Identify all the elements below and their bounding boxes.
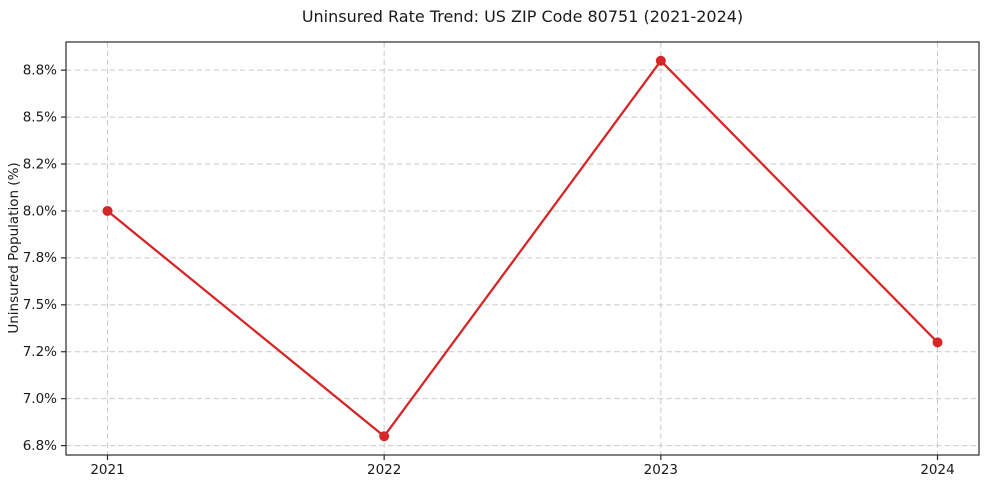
y-tick-label: 7.2%: [23, 344, 57, 360]
x-tick-label: 2021: [90, 462, 124, 478]
y-tick-label: 7.0%: [23, 391, 57, 407]
data-point-2024: [932, 337, 943, 348]
y-tick-label: 8.0%: [23, 203, 57, 219]
y-tick-label: 6.8%: [23, 438, 57, 454]
plot-border: [65, 41, 980, 456]
y-tick-label: 8.8%: [23, 62, 57, 78]
data-point-2023: [655, 55, 666, 66]
x-tick-label: 2024: [920, 462, 954, 478]
y-tick-label: 8.5%: [23, 109, 57, 125]
x-tick-label: 2023: [644, 462, 678, 478]
y-tick-label: 7.5%: [23, 297, 57, 313]
y-tick-label: 7.8%: [23, 250, 57, 266]
data-point-2021: [102, 205, 113, 216]
y-tick-label: 8.2%: [23, 156, 57, 172]
chart-title: Uninsured Rate Trend: US ZIP Code 80751 …: [301, 7, 744, 26]
trend-line: [106, 59, 939, 438]
data-point-2022: [379, 431, 390, 442]
x-tick-label: 2022: [367, 462, 401, 478]
